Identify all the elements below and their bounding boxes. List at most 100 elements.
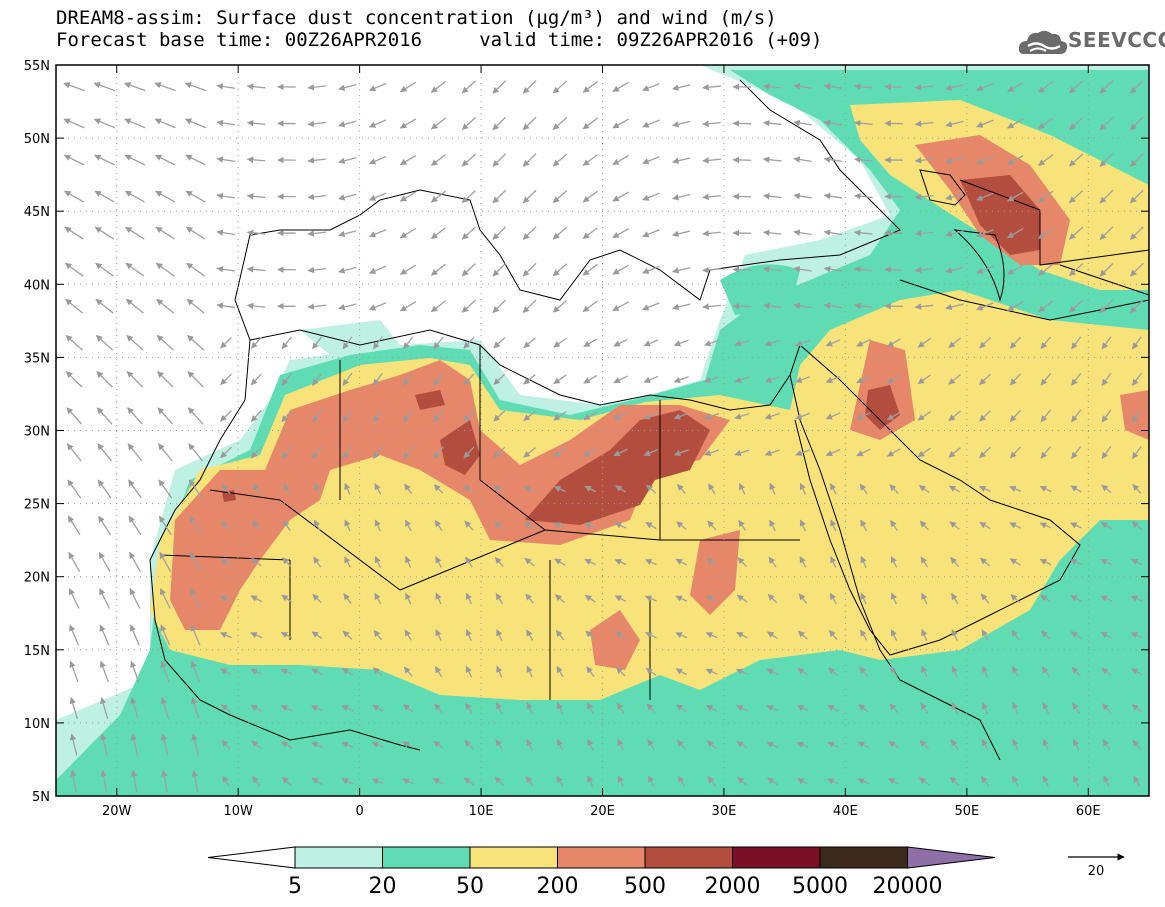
dust-shade-l4-d (590, 610, 640, 670)
wind-arrow-icon (706, 704, 718, 712)
wind-arrow-icon (948, 410, 961, 422)
wind-arrow-icon (161, 769, 168, 793)
wind-arrow-icon (338, 157, 357, 164)
wind-arrow-icon (945, 120, 964, 128)
lon-label: 20W (102, 804, 132, 819)
wind-arrow-icon (552, 299, 568, 313)
wind-arrow-icon (219, 595, 232, 602)
colorbar-segment (557, 846, 646, 869)
wind-arrow-icon (890, 592, 897, 605)
wind-arrow-icon (344, 556, 351, 568)
wind-arrow-icon (854, 119, 873, 127)
wind-arrow-icon (707, 776, 717, 787)
wind-arrow-icon (220, 704, 232, 713)
wind-arrow-icon (465, 702, 473, 714)
wind-arrow-icon (585, 630, 596, 640)
wind-arrow-icon (736, 631, 748, 639)
wind-arrow-icon (769, 482, 776, 495)
colorbar-label: 20000 (873, 874, 943, 899)
wind-arrow-icon (93, 118, 115, 129)
wind-arrow-icon (612, 81, 629, 92)
wind-arrow-icon (614, 559, 627, 566)
wind-arrow-icon (1011, 665, 1019, 678)
wind-arrow-icon (220, 410, 232, 422)
wind-arrow-icon (737, 557, 747, 567)
wind-arrow-icon (1070, 559, 1082, 566)
wind-arrow-icon (372, 445, 383, 460)
sea-of-azov (919, 169, 966, 206)
wind-arrow-icon (1009, 373, 1021, 386)
wind-arrow-icon (70, 769, 77, 793)
wind-arrow-icon (704, 412, 720, 420)
wind-arrow-icon (856, 448, 871, 457)
wind-arrow-icon (980, 776, 990, 787)
wind-arrow-icon (399, 227, 417, 239)
wind-arrow-icon (857, 741, 870, 749)
lat-label: 55N (24, 59, 50, 74)
wind-arrow-icon (124, 154, 146, 166)
wind-arrow-icon (307, 303, 327, 310)
wind-arrow-icon (949, 776, 960, 786)
wind-arrow-icon (675, 632, 688, 639)
wind-arrow-icon (764, 339, 780, 347)
wind-arrow-icon (677, 483, 686, 494)
wind-arrow-icon (799, 556, 807, 568)
wind-arrow-icon (645, 631, 657, 639)
wind-arrow-icon (368, 119, 387, 128)
wind-arrow-icon (582, 154, 598, 166)
wind-arrow-icon (797, 667, 809, 676)
wind-arrow-icon (372, 372, 383, 386)
wind-arrow-icon (914, 157, 934, 164)
wind-arrow-icon (372, 667, 383, 677)
wind-arrow-icon (190, 624, 201, 646)
lon-label: 30E (712, 804, 737, 819)
colorbar-segment (644, 846, 733, 869)
wind-arrow-icon (492, 226, 507, 240)
wind-arrow-icon (584, 558, 597, 566)
wind-arrow-icon (98, 515, 112, 536)
wind-arrow-icon (525, 776, 534, 787)
wind-arrow-icon (1041, 666, 1050, 677)
wind-arrow-icon (69, 624, 80, 646)
wind-arrow-icon (676, 704, 687, 713)
wind-arrow-icon (368, 302, 387, 311)
colorbar-segment (382, 846, 471, 869)
wind-arrow-icon (828, 667, 839, 677)
wind-arrow-icon (156, 334, 174, 351)
wind-arrow-icon (1040, 409, 1052, 423)
wind-arrow-icon (948, 337, 961, 349)
wind-arrow-icon (404, 629, 412, 641)
wind-arrow-icon (1099, 189, 1114, 204)
wind-arrow-icon (945, 157, 964, 164)
wind-arrow-icon (1101, 703, 1112, 714)
wind-arrow-icon (979, 373, 991, 385)
wind-arrow-icon (1070, 631, 1082, 640)
wind-arrow-icon (860, 519, 867, 532)
wind-arrow-icon (854, 229, 873, 237)
wind-arrow-icon (374, 483, 382, 495)
wind-arrow-icon (830, 556, 837, 568)
wind-arrow-icon (492, 262, 507, 277)
wind-arrow-icon (1039, 522, 1052, 529)
wind-arrow-icon (430, 300, 447, 313)
wind-arrow-icon (250, 704, 262, 712)
wind-arrow-icon (250, 446, 262, 459)
wind-arrow-icon (430, 190, 447, 203)
wind-arrow-icon (793, 156, 812, 163)
wind-arrow-icon (493, 446, 506, 459)
wind-arrow-icon (890, 556, 898, 568)
wind-arrow-icon (130, 733, 139, 756)
wind-arrow-icon (825, 339, 841, 347)
wind-arrow-icon (216, 192, 236, 200)
wind-arrow-icon (976, 82, 994, 92)
wind-arrow-icon (399, 81, 417, 93)
wind-arrow-icon (857, 778, 870, 785)
wind-arrow-icon (461, 190, 476, 204)
wind-arrow-icon (433, 484, 444, 494)
wind-arrow-icon (220, 668, 232, 676)
wind-arrow-icon (64, 262, 84, 277)
wind-arrow-icon (583, 448, 598, 457)
wind-arrow-icon (250, 409, 262, 422)
wind-arrow-icon (374, 519, 381, 532)
wind-arrow-icon (766, 777, 778, 786)
